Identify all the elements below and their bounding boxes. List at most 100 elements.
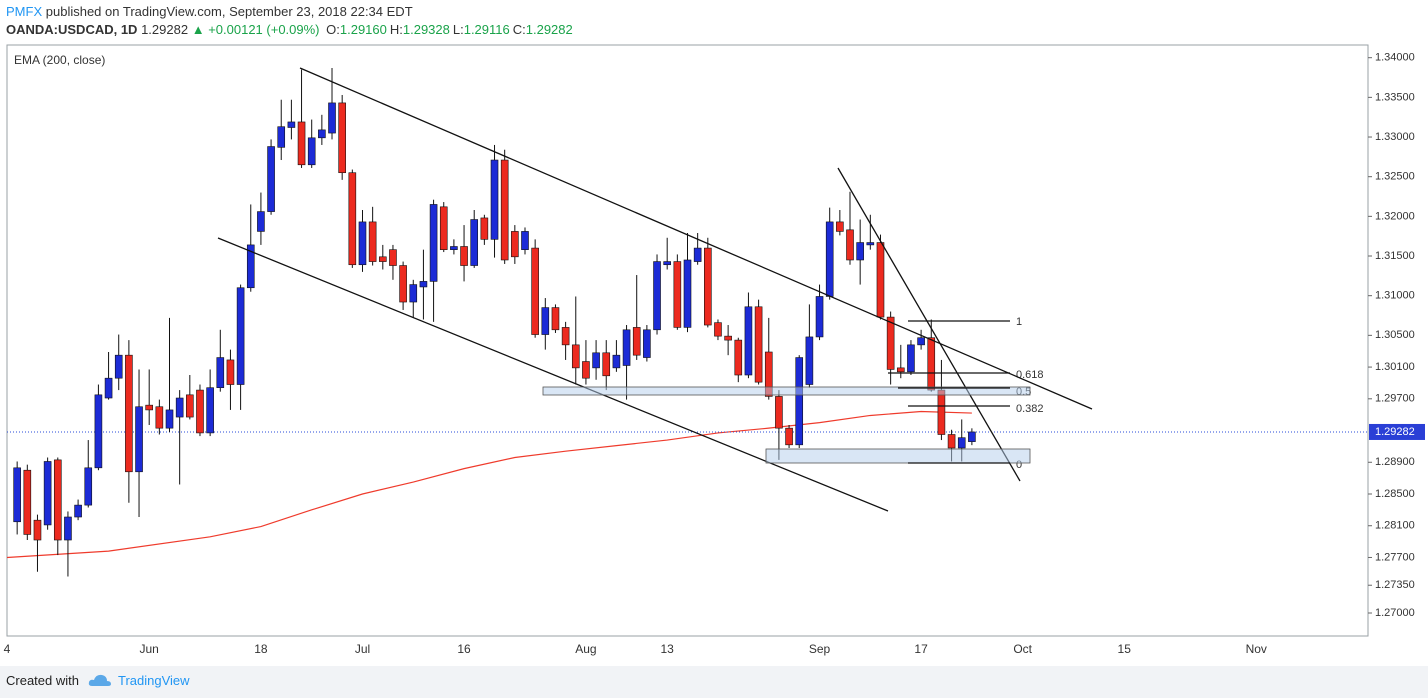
candle-body: [612, 354, 621, 369]
created-with: Created with: [6, 673, 79, 688]
candle-body: [693, 247, 702, 262]
trend-line: [837, 167, 1021, 482]
ohlc-value: 1.29282: [525, 22, 573, 37]
ohlc-value: 1.29160: [339, 22, 387, 37]
candle-body: [287, 121, 296, 128]
candle-body: [734, 339, 743, 376]
fib-label: 0.618: [1016, 369, 1044, 381]
candle-body: [754, 306, 763, 383]
candle-body: [500, 159, 509, 261]
symbol: OANDA:USDCAD, 1D: [6, 22, 138, 37]
candle-body: [815, 296, 824, 338]
candle-body: [825, 221, 834, 297]
candle-body: [836, 221, 844, 232]
brand[interactable]: TradingView: [118, 673, 190, 688]
last: 1.29282: [141, 22, 189, 37]
candle-body: [368, 221, 377, 262]
candle-body: [125, 354, 133, 473]
candle-body: [53, 459, 62, 541]
candle-body: [886, 316, 895, 370]
candle-body: [74, 504, 82, 518]
x-tick-label: Aug: [575, 642, 596, 656]
price-tag-label: 1.29282: [1375, 426, 1415, 438]
candle-body: [602, 352, 611, 377]
candle-body: [135, 406, 143, 473]
candle-body: [165, 409, 174, 429]
candle-body: [307, 137, 316, 166]
channel-bottom: [217, 237, 889, 512]
candle-body: [429, 204, 438, 282]
candle-body: [277, 126, 286, 148]
change: +0.00121 (+0.09%): [208, 22, 320, 37]
candle-body: [104, 377, 113, 399]
candle-body: [917, 337, 925, 346]
candle-body: [257, 211, 265, 232]
candle-body: [206, 387, 214, 434]
chart: EMA (200, close) 1 0.618 0.5 0.382 0 1.3…: [4, 44, 1425, 656]
y-tick-label: 1.31500: [1375, 250, 1415, 262]
candle-body: [267, 146, 275, 212]
y-tick-label: 1.34000: [1375, 52, 1415, 64]
published: published on TradingView.com, September …: [45, 4, 413, 19]
fib-label: 1: [1016, 316, 1022, 328]
y-tick-label: 1.27000: [1375, 607, 1415, 619]
x-tick-label: 17: [914, 642, 928, 656]
y-tick-label: 1.32000: [1375, 210, 1415, 222]
candle-body: [419, 281, 428, 288]
candle-body: [460, 246, 468, 266]
candle-body: [196, 389, 204, 434]
candle-body: [582, 361, 590, 379]
x-tick-label: 18: [254, 642, 268, 656]
candle-body: [704, 247, 712, 326]
candle-body: [94, 394, 103, 469]
symbol-line: OANDA:USDCAD, 1D 1.29282 ▲ +0.00121 (+0.…: [6, 21, 573, 39]
candle-body: [653, 261, 661, 331]
candle-body: [764, 351, 773, 397]
x-tick-label: Oct: [1013, 642, 1032, 656]
candle-body: [571, 344, 580, 369]
candle-body: [714, 322, 722, 337]
y-tick-label: 1.33000: [1375, 131, 1415, 143]
ohlc-label: O:: [326, 22, 340, 37]
candle-body: [805, 336, 814, 385]
candle-body: [358, 221, 367, 266]
candle-body: [175, 397, 184, 418]
y-tick-label: 1.33500: [1375, 91, 1415, 103]
candle-body: [673, 261, 682, 328]
candle-body: [866, 242, 875, 246]
candle-body: [775, 396, 783, 429]
candle-body: [216, 357, 225, 389]
candle-body: [13, 467, 21, 523]
candle-body: [236, 287, 245, 385]
candle-body: [541, 307, 550, 335]
candle-body: [785, 427, 793, 446]
candle-body: [561, 327, 570, 346]
ohlc-value: 1.29116: [463, 22, 510, 37]
candle-body: [937, 389, 946, 435]
candle-body: [592, 352, 600, 369]
candle-body: [450, 246, 458, 250]
fib-label: 0.382: [1016, 403, 1044, 415]
x-tick-label: 15: [1118, 642, 1132, 656]
candle-body: [84, 467, 93, 506]
plot-frame: [6, 44, 1369, 637]
candle-body: [145, 404, 153, 411]
fib-label: 0: [1016, 459, 1022, 471]
candle-body: [297, 121, 306, 166]
candle-body: [470, 219, 479, 266]
drawings: [217, 67, 1093, 512]
x-tick-label: Jul: [355, 642, 370, 656]
candle-body: [114, 354, 123, 379]
candle-body: [490, 159, 499, 240]
publisher[interactable]: PMFX: [6, 4, 43, 19]
x-tick-label: 4: [4, 642, 11, 656]
candle-body: [480, 217, 489, 240]
publish-line: PMFX published on TradingView.com, Septe…: [6, 3, 573, 21]
candle-body: [399, 265, 407, 303]
candle-body: [43, 461, 52, 526]
candle-body: [876, 242, 885, 318]
brand-icon: [88, 674, 111, 686]
candle-body: [947, 434, 956, 449]
price-tag: [1369, 423, 1425, 440]
